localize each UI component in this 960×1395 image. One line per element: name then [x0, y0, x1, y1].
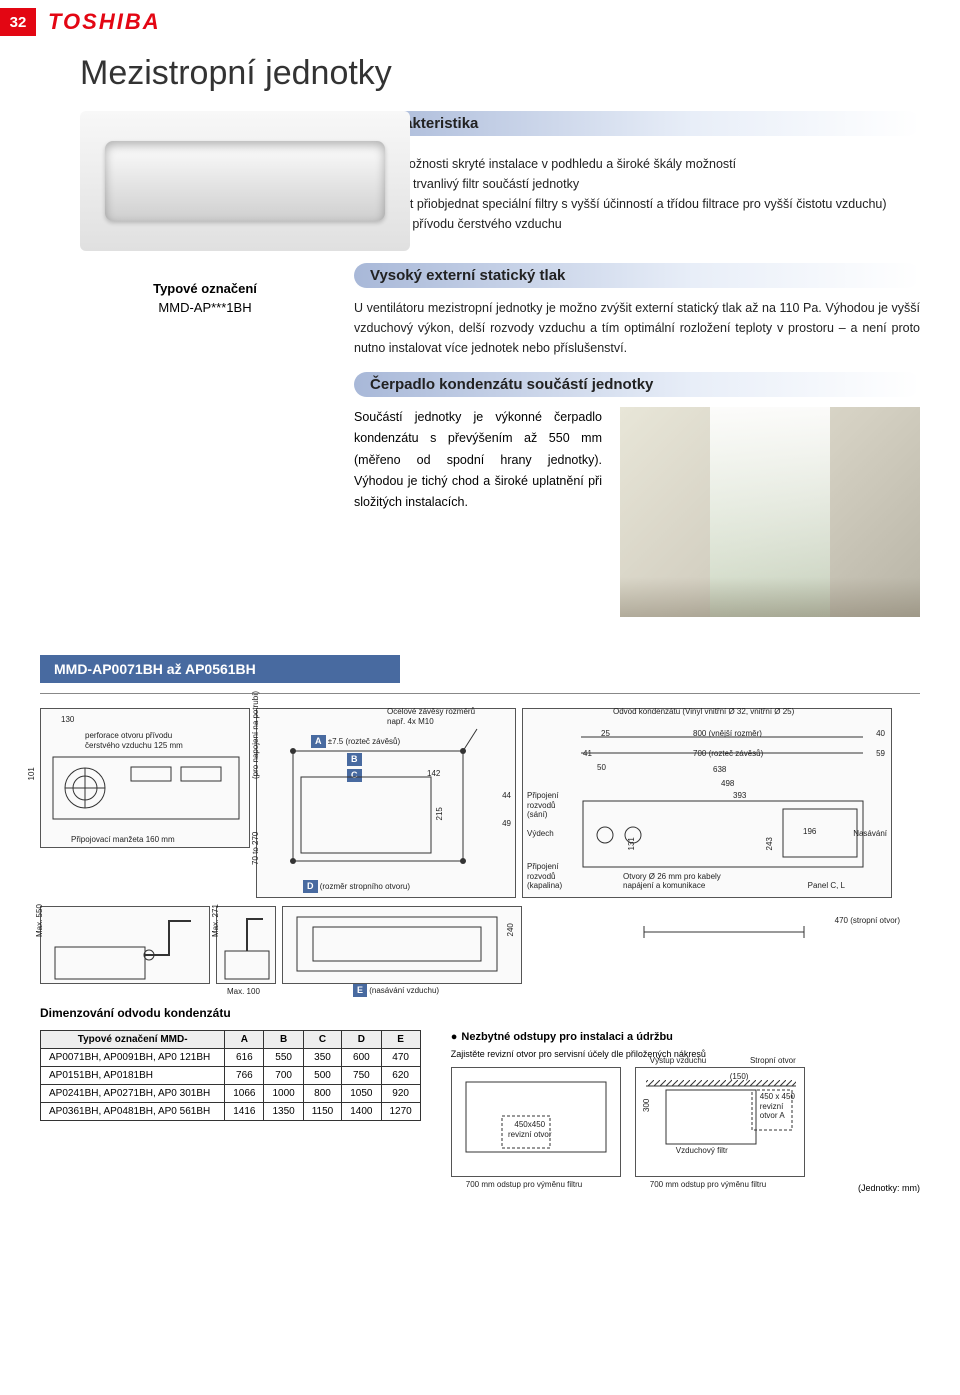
table-cell: 700: [264, 1067, 303, 1085]
dim-max100: Max. 100: [227, 987, 260, 997]
table-cell: 1000: [264, 1085, 303, 1103]
col-model: Typové označení MMD-: [41, 1031, 225, 1049]
table-cell: 550: [264, 1049, 303, 1067]
char-line: - Základní trvanlivý filtr součástí jedn…: [354, 174, 920, 194]
dim-300: 300: [642, 1099, 652, 1112]
table-row: AP0241BH, AP0271BH, AP0 301BH10661000800…: [41, 1085, 421, 1103]
char-text: - Luxus možnosti skryté instalace v podh…: [354, 146, 920, 234]
table-cell: 500: [303, 1067, 342, 1085]
page-title: Mezistropní jednotky: [0, 44, 960, 111]
dim-150: (150): [730, 1072, 749, 1082]
table-cell: AP0361BH, AP0481BH, AP0 561BH: [41, 1103, 225, 1121]
page-number: 32: [0, 8, 36, 36]
table-row: AP0151BH, AP0181BH766700500750620: [41, 1067, 421, 1085]
annot-air-filter: Vzduchový filtr: [676, 1146, 728, 1156]
annot-700-left: 700 mm odstup pro výměnu filtru: [466, 1180, 583, 1190]
table-cell: 1150: [303, 1103, 342, 1121]
table-cell: 766: [225, 1067, 264, 1085]
table-cell: 1416: [225, 1103, 264, 1121]
static-heading: Vysoký externí statický tlak: [354, 263, 920, 288]
char-heading: Charakteristika: [354, 111, 920, 136]
table-cell: 600: [342, 1049, 381, 1067]
annot-700-right: 700 mm odstup pro výměnu filtru: [650, 1180, 767, 1190]
dim-D: D (rozměr stropního otvoru): [303, 880, 410, 893]
table-cell: 800: [303, 1085, 342, 1103]
dim-470-ceiling: 470 (stropní otvor): [835, 916, 900, 926]
install-diagram-right: Výstup vzduchu Stropní otvor (150) 450 x…: [635, 1067, 805, 1177]
col-C: C: [303, 1031, 342, 1049]
annot-ceiling-open: Stropní otvor: [750, 1056, 796, 1066]
install-title: Nezbytné odstupy pro instalaci a údržbu: [451, 1030, 920, 1045]
model-code: MMD-AP***1BH: [80, 300, 330, 315]
table-cell: 1066: [225, 1085, 264, 1103]
col-B: B: [264, 1031, 303, 1049]
table-cell: 350: [303, 1049, 342, 1067]
units-label: (Jednotky: mm): [0, 1183, 920, 1193]
table-cell: 620: [381, 1067, 420, 1085]
install-section: Nezbytné odstupy pro instalaci a údržbu …: [451, 1030, 920, 1177]
install-diagram-left: 450x450 revizní otvor 700 mm odstup pro …: [451, 1067, 621, 1177]
annot-rev-450: 450x450 revizní otvor: [505, 1120, 555, 1139]
table-cell: 616: [225, 1049, 264, 1067]
table-cell: 1400: [342, 1103, 381, 1121]
char-line: (možnost přiobjednat speciální filtry s …: [354, 194, 920, 214]
table-cell: 470: [381, 1049, 420, 1067]
table-cell: 1350: [264, 1103, 303, 1121]
table-cell: 920: [381, 1085, 420, 1103]
table-cell: 1270: [381, 1103, 420, 1121]
diagram-right: Odvod kondenzátu (Vinyl vnitřní Ø 32, vn…: [522, 708, 892, 898]
char-line: - Možnost přívodu čerstvého vzduchu: [354, 214, 920, 234]
table-row: AP0071BH, AP0091BH, AP0 121BH61655035060…: [41, 1049, 421, 1067]
brand-logo: TOSHIBA: [48, 9, 161, 35]
annot-air-out: Výstup vzduchu: [650, 1056, 706, 1066]
col-A: A: [225, 1031, 264, 1049]
dimensions-table: Typové označení MMD- A B C D E AP0071BH,…: [40, 1030, 421, 1121]
diagram-middle: Ocelové závěsy rozměrů např. 4x M10 A A …: [256, 708, 516, 898]
table-cell: AP0071BH, AP0091BH, AP0 121BH: [41, 1049, 225, 1067]
annot-coupling: Připojovací manžeta 160 mm: [71, 835, 175, 845]
diagram-area: 130 perforace otvoru přívodu čerstvého v…: [40, 693, 920, 898]
table-cell: 1050: [342, 1085, 381, 1103]
table-row: AP0361BH, AP0481BH, AP0 561BH14161350115…: [41, 1103, 421, 1121]
product-image: [80, 111, 410, 251]
col-D: D: [342, 1031, 381, 1049]
topbar: 32 TOSHIBA: [0, 0, 960, 44]
dim-E: E (nasávání vzduchu): [353, 984, 439, 997]
table-cell: 750: [342, 1067, 381, 1085]
diagram-intake-plan: 240 E (nasávání vzduchu): [282, 906, 522, 984]
col-E: E: [381, 1031, 420, 1049]
diagram-left: 130 perforace otvoru přívodu čerstvého v…: [40, 708, 250, 848]
table-cell: AP0241BH, AP0271BH, AP0 301BH: [41, 1085, 225, 1103]
diagram-drain-side: Max. 271 Max. 100: [216, 906, 276, 984]
room-image: [620, 407, 920, 617]
dim-101: 101: [27, 767, 37, 780]
static-text: U ventilátoru mezistropní jednotky je mo…: [354, 298, 920, 358]
diagram-row-2: Max. 550 Max. 271 Max. 100 240 E (nasává…: [40, 898, 920, 984]
char-line: - Luxus možnosti skryté instalace v podh…: [354, 154, 920, 174]
model-label: Typové označení: [80, 281, 330, 296]
table-cell: AP0151BH, AP0181BH: [41, 1067, 225, 1085]
pump-text: Součástí jednotky je výkonné čerpadlo ko…: [354, 407, 602, 513]
pump-heading: Čerpadlo kondenzátu součástí jednotky: [354, 372, 920, 397]
dim-heading: Dimenzování odvodu kondenzátu: [40, 1006, 960, 1020]
range-bar: MMD-AP0071BH až AP0561BH: [40, 655, 400, 683]
diagram-drain-elev: Max. 550: [40, 906, 210, 984]
annot-rev-A: 450 x 450 revizní otvor A: [760, 1092, 800, 1121]
